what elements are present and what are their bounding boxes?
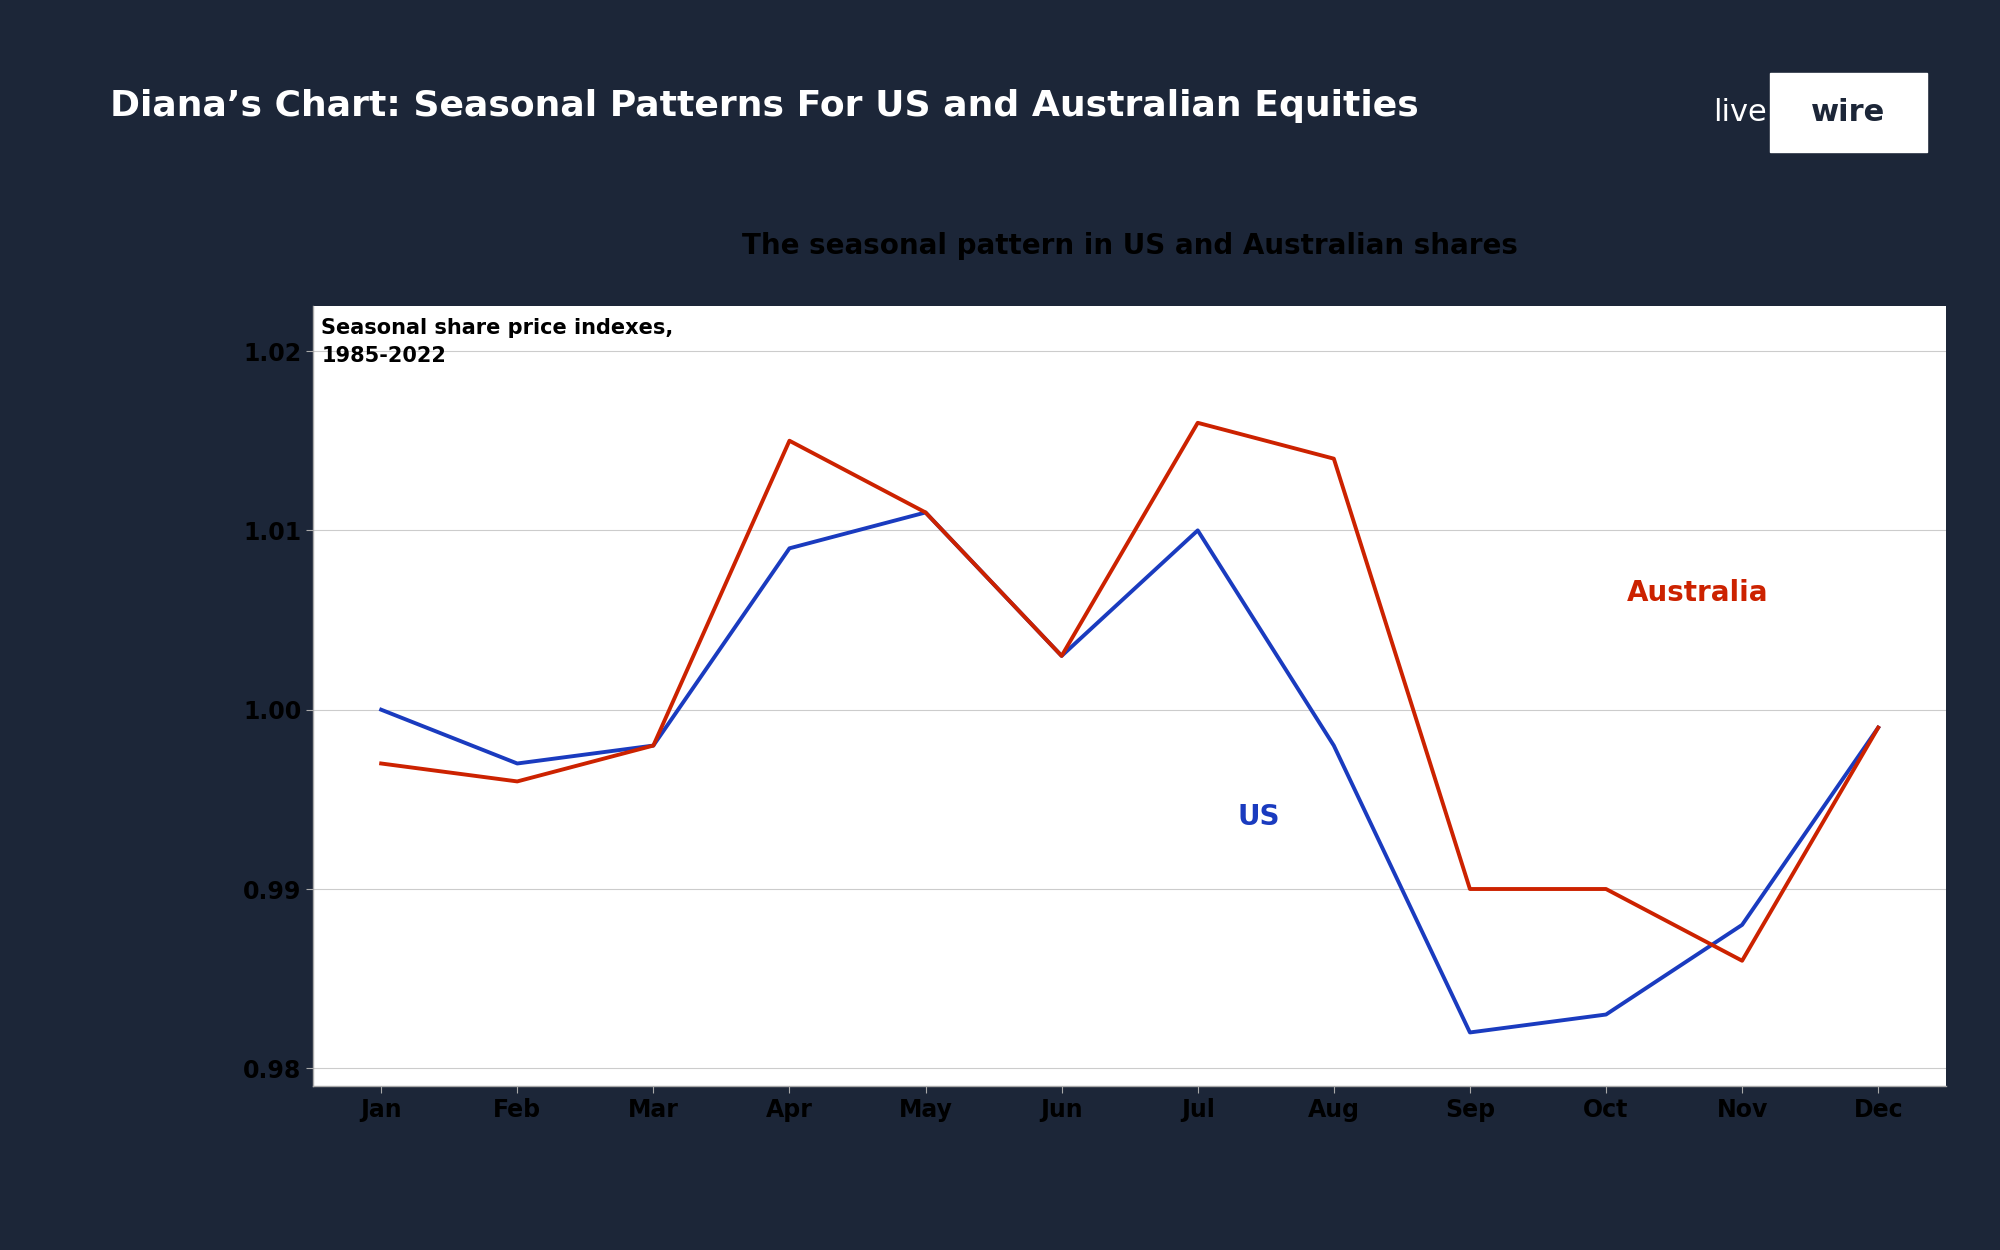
Text: Diana’s Chart: Seasonal Patterns For US and Australian Equities: Diana’s Chart: Seasonal Patterns For US … [110, 89, 1418, 124]
Text: Australia: Australia [1626, 579, 1768, 608]
Text: US: US [1238, 802, 1280, 831]
FancyBboxPatch shape [1770, 72, 1926, 151]
Text: Seasonal share price indexes,
1985-2022: Seasonal share price indexes, 1985-2022 [322, 318, 674, 366]
Text: wire: wire [1812, 98, 1886, 128]
Text: The seasonal pattern in US and Australian shares: The seasonal pattern in US and Australia… [742, 232, 1518, 260]
Text: live: live [1714, 98, 1768, 128]
